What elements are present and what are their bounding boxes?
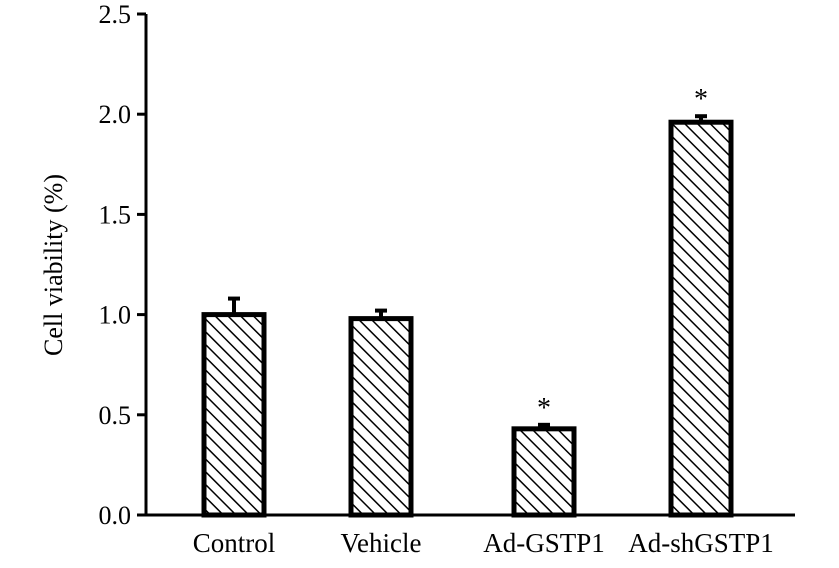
bar	[668, 119, 734, 518]
bar	[511, 426, 577, 518]
x-tick-label: Ad-GSTP1	[483, 528, 605, 558]
bar	[348, 316, 414, 518]
y-tick-label: 2.0	[99, 100, 132, 129]
bars	[201, 114, 734, 518]
y-tick-label: 2.5	[99, 0, 132, 29]
x-tick-label: Control	[193, 528, 276, 558]
y-tick-label: 1.0	[99, 301, 132, 330]
x-tick-label: Ad-shGSTP1	[628, 528, 774, 558]
bar	[201, 312, 267, 518]
y-axis-label: Cell viability (%)	[39, 174, 68, 356]
y-tick-label: 0.0	[99, 501, 132, 530]
x-tick-label: Vehicle	[341, 528, 422, 558]
significance-marker: *	[694, 84, 708, 115]
significance-marker: *	[537, 393, 551, 424]
y-tick-label: 1.5	[99, 200, 132, 229]
y-tick-label: 0.5	[99, 401, 132, 430]
labels: Control Vehicle * Ad-GSTP1 * Ad-shGSTP1	[193, 84, 774, 558]
